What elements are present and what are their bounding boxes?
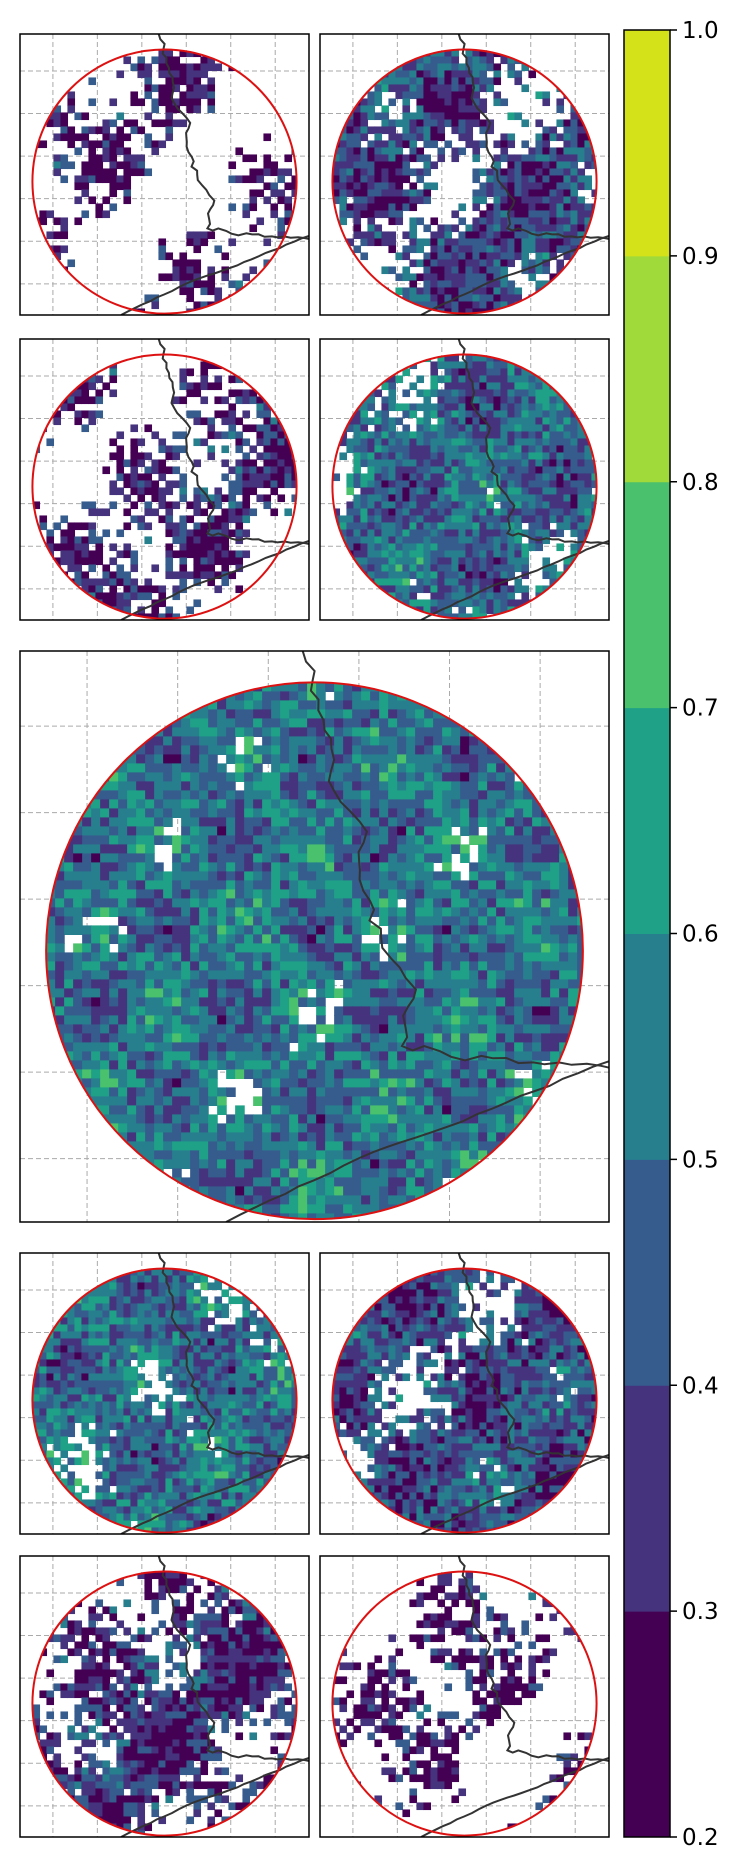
map-panel-second-left xyxy=(19,338,310,621)
map-panel-top-left xyxy=(19,33,310,316)
colorbar-tick-label: 0.5 xyxy=(682,1147,719,1173)
colorbar: 0.2 0.3 0.4 0.5 0.6 0.7 0.8 0.9 1.0 xyxy=(623,18,719,1851)
coastline xyxy=(225,651,609,1222)
panel-frame xyxy=(319,1555,610,1838)
colorbar-tick-label: 0.2 xyxy=(682,1825,719,1851)
colorbar-tick-label: 0.3 xyxy=(682,1599,719,1625)
domain-circle xyxy=(331,1570,598,1837)
domain-circle xyxy=(331,1267,598,1534)
panel-frame xyxy=(319,1252,610,1535)
coastline xyxy=(120,1253,309,1534)
field-cells xyxy=(32,354,297,619)
panel-frame xyxy=(19,1555,310,1838)
colorbar-tick-label: 0.9 xyxy=(682,244,719,270)
colorbar-segment-2 xyxy=(624,1159,670,1386)
map-panel-bottom-right xyxy=(319,1555,610,1838)
map-panel-bottom-left xyxy=(19,1555,310,1838)
map-panel-second-right xyxy=(319,338,610,621)
colorbar-segment-1 xyxy=(624,1385,670,1612)
panel-frame xyxy=(19,33,310,316)
colorbar-tick-label: 0.8 xyxy=(682,470,719,496)
panel-frame xyxy=(19,338,310,621)
colorbar-segment-3 xyxy=(624,933,670,1160)
domain-circle xyxy=(45,681,584,1221)
panel-frame xyxy=(319,33,610,316)
colorbar-tick-label: 1.0 xyxy=(682,18,719,44)
coastline xyxy=(120,34,309,315)
colorbar-tick-label: 0.4 xyxy=(682,1373,719,1399)
map-panel-fourth-left xyxy=(19,1252,310,1535)
colorbar-segment-5 xyxy=(624,481,670,709)
map-panels xyxy=(19,33,610,1838)
map-panel-center-large xyxy=(19,650,610,1223)
map-panel-fourth-right xyxy=(319,1252,610,1535)
colorbar-segment-0 xyxy=(624,1611,670,1838)
coastline xyxy=(120,339,309,620)
colorbar-segment-6 xyxy=(624,255,670,483)
colorbar-segment-4 xyxy=(624,707,670,934)
colorbar-tick-label: 0.6 xyxy=(682,922,719,948)
panel-frame xyxy=(19,1252,310,1535)
domain-circle xyxy=(331,48,598,315)
domain-circle xyxy=(31,1267,298,1534)
domain-circle xyxy=(31,353,298,620)
panel-frame xyxy=(319,338,610,621)
domain-circle xyxy=(31,48,298,315)
coastline xyxy=(420,1253,609,1534)
field-cells xyxy=(32,1268,297,1533)
panel-frame xyxy=(19,650,610,1223)
field-cells xyxy=(332,1268,597,1533)
map-panel-top-right xyxy=(319,33,610,316)
colorbar-tick-label: 0.7 xyxy=(682,696,719,722)
domain-circle xyxy=(331,353,598,620)
coastline xyxy=(420,1556,609,1837)
coastline xyxy=(420,339,609,620)
colorbar-segment-7 xyxy=(624,30,670,257)
domain-circle xyxy=(31,1570,298,1837)
coastline xyxy=(420,34,609,315)
coastline xyxy=(120,1556,309,1837)
